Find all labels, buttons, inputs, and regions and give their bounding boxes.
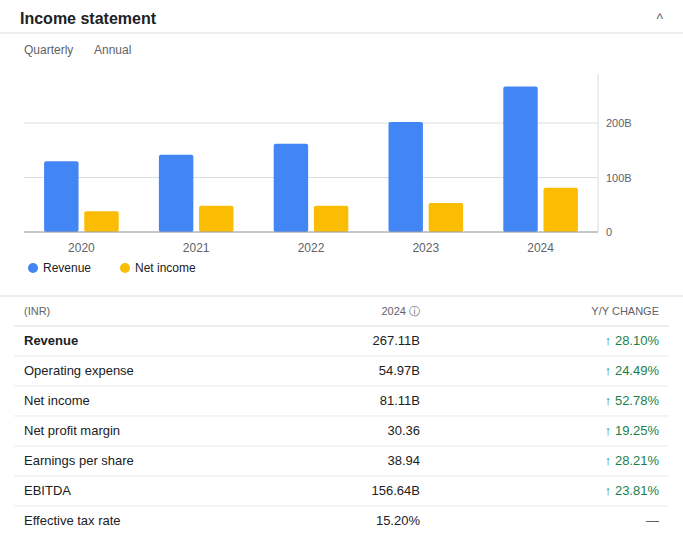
x-axis-line [24,232,598,233]
table-cell: Effective tax rate [24,513,121,528]
table-header: 2024 ⓘ [381,305,420,317]
x-tick-label: 2024 [527,241,554,255]
legend-swatch [28,263,38,273]
tab[interactable]: Annual [94,43,131,57]
legend-swatch [120,263,130,273]
table-cell: 54.97B [379,363,420,378]
y-tick-label: 100B [606,172,632,184]
bar [314,206,348,232]
row-separator [14,446,669,447]
table-cell: Operating expense [24,363,134,378]
bar [159,155,193,232]
bars [44,87,578,232]
table-cell: Net income [24,393,90,408]
bar [503,87,537,232]
x-tick-label: 2022 [298,241,325,255]
table-cell: — [646,513,659,528]
row-separator [14,416,669,417]
legend-label: Revenue [43,261,91,275]
table-cell: ↑ 28.21% [605,453,660,468]
annotation: ^ [656,11,663,27]
table-header: Y/Y CHANGE [591,305,659,317]
table-cell: ↑ 19.25% [605,423,660,438]
table-cell: 15.20% [376,513,421,528]
table-cell: ↑ 24.49% [605,363,660,378]
bar [388,122,422,232]
row-separator [14,356,669,357]
table-cell: 156.64B [372,483,420,498]
table-cell: Net profit margin [24,423,120,438]
title: Income statement [20,10,157,27]
table-cell: 38.94 [387,453,420,468]
bar [274,144,308,232]
bar [44,161,78,232]
divider [0,296,683,297]
tab[interactable]: Quarterly [24,43,73,57]
table-cell: ↑ 52.78% [605,393,660,408]
row-separator [14,326,669,327]
table-cell: ↑ 28.10% [605,333,660,348]
row-separator [14,386,669,387]
table-cell: 81.11B [380,393,420,408]
row-separator [14,506,669,507]
x-tick-label: 2023 [412,241,439,255]
grid-line [24,232,598,233]
y-tick-label: 200B [606,117,632,129]
legend-label: Net income [135,261,196,275]
divider [0,33,683,34]
x-tick-label: 2021 [183,241,210,255]
bar [84,211,118,232]
table-cell: EBITDA [24,483,71,498]
y-axis-line [598,74,599,232]
table-cell: 30.36 [387,423,420,438]
y-tick-label: 0 [606,226,612,238]
row-separator [14,476,669,477]
chart: Income statement ^ Quarterly Annual 0 100B 200… [0,0,683,543]
table-cell: 267.11B [373,333,420,348]
table-cell: Revenue [24,333,78,348]
x-tick-label: 2020 [68,241,95,255]
bar [429,203,463,232]
bar [199,206,233,232]
bar [543,188,577,232]
table-header: (INR) [24,305,50,317]
table-cell: ↑ 23.81% [605,483,660,498]
table-cell: Earnings per share [24,453,134,468]
